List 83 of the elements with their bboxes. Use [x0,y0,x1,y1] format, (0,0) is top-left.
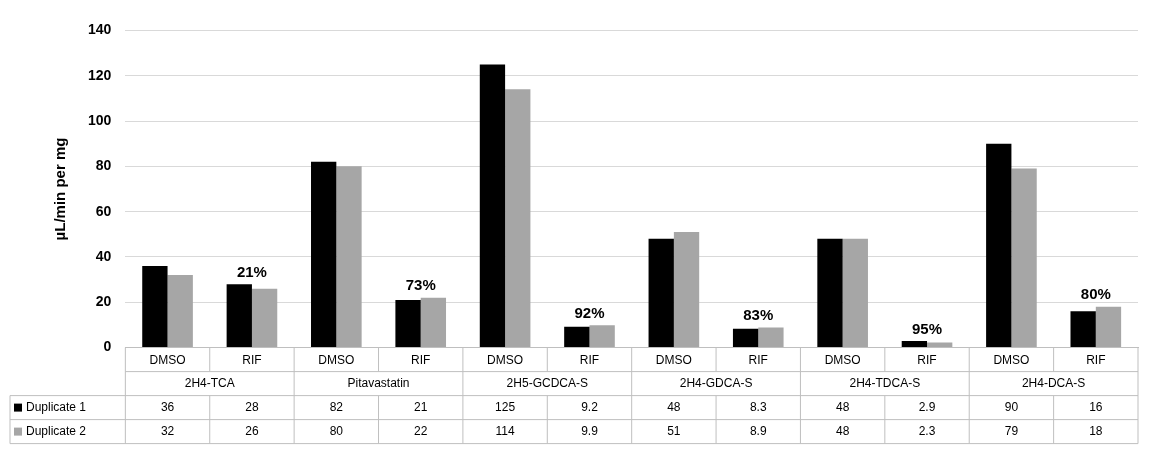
y-tick-label: 40 [95,247,112,264]
bar [336,166,362,348]
data-label: 21 [414,399,428,414]
data-label: 28 [245,399,259,414]
x-tick-label: DMSO [149,353,186,368]
y-axis-title: µL/min per mg [51,137,69,241]
data-label: 79 [1004,423,1019,438]
text: 2H4-DCA-S [1021,375,1086,390]
annotation: 21% [236,262,267,280]
y-tick-label: 0 [103,338,112,355]
bar [1070,311,1096,348]
data-label: 125 [495,399,516,414]
x-tick-label: RIF [411,353,431,368]
x-tick-label: DMSO [655,353,692,368]
data-label: 9.2 [581,399,599,414]
text: Pitavastatin [347,375,410,390]
annotation: 83% [743,306,774,324]
bar [226,284,252,348]
x-tick-label: RIF [748,353,768,368]
data-label: 16 [1089,399,1103,414]
bar [817,238,843,348]
data-label: 36 [160,399,175,414]
bar [395,300,421,348]
y-tick-label: 60 [95,202,112,219]
bar [986,143,1012,348]
bar [758,327,784,348]
bar [420,297,447,348]
bar [564,326,590,348]
data-label: 26 [245,423,259,438]
annotation: 92% [574,303,605,321]
bar [648,238,674,348]
bar [167,275,193,348]
data-label: 48 [667,399,681,414]
bar [1095,306,1122,348]
bar [1011,168,1037,348]
data-label: 18 [1089,423,1103,438]
x-tick-label: DMSO [824,353,861,368]
x-tick-label: DMSO [487,353,524,368]
bar [589,325,615,348]
data-label: 48 [835,423,850,438]
data-label: 2.3 [918,423,936,438]
data-label: 8.3 [749,399,767,414]
bar [732,328,759,348]
x-tick-label: RIF [579,353,600,368]
x-tick-label: DMSO [993,353,1030,368]
bar [901,341,928,348]
y-tick-label: 140 [88,21,112,38]
text: 2H4-TCA [184,375,235,390]
bar [251,288,278,348]
bar [842,238,868,348]
data-label: 9.9 [581,423,599,438]
data-label: 8.9 [749,423,767,438]
y-tick-label: 80 [95,157,112,174]
text: 2H5-GCDCA-S [506,375,588,390]
data-label: 32 [160,423,175,438]
data-label: 22 [414,423,428,438]
annotation: 95% [912,319,943,337]
y-tick-label: 100 [88,111,112,128]
data-label: 80 [329,423,344,438]
bar [927,342,953,348]
x-tick-label: RIF [1086,353,1106,368]
legend-label: Duplicate 2 [26,423,87,438]
annotation: 73% [405,276,436,294]
data-label: 51 [667,423,681,438]
data-label: 48 [835,399,850,414]
data-label: 90 [1004,399,1019,414]
y-tick-label: 20 [95,293,112,310]
text: 2H4-TDCA-S [849,375,921,390]
bar [142,266,168,348]
bar [673,232,700,348]
y-tick-label: 120 [88,66,112,83]
bar [311,161,337,348]
text: 2H4-GDCA-S [679,375,753,390]
x-tick-label: RIF [917,353,937,368]
annotation: 80% [1080,285,1111,303]
bar [505,89,531,348]
data-label: 114 [495,423,515,438]
bar [479,64,506,348]
data-label: 2.9 [918,399,936,414]
legend-label: Duplicate 1 [26,399,87,414]
data-label: 82 [329,399,344,414]
x-tick-label: DMSO [318,353,355,368]
x-tick-label: RIF [242,353,262,368]
